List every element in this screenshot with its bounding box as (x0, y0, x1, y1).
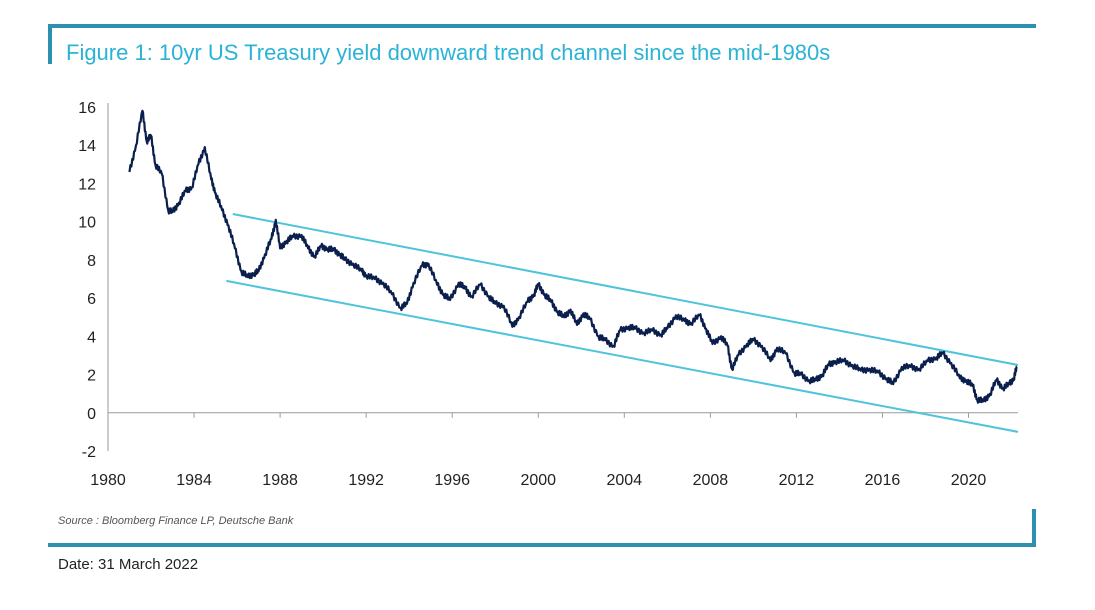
x-tick-label: 2004 (607, 472, 643, 489)
yield-series-line (128, 109, 1018, 404)
date-label: Date: 31 March 2022 (58, 556, 199, 573)
channel-upper-line (232, 213, 1019, 366)
y-tick-label: 12 (78, 176, 96, 193)
y-tick-label: 16 (78, 100, 96, 117)
frame-top-border (48, 24, 1036, 28)
x-tick-label: 1996 (434, 472, 470, 489)
source-note: Source : Bloomberg Finance LP, Deutsche … (58, 515, 294, 527)
frame-bottom-border (48, 543, 1036, 547)
channel-lower-line (226, 279, 1019, 433)
y-tick-label: 8 (87, 253, 96, 270)
x-tick-label: 2012 (779, 472, 815, 489)
y-tick-label: 6 (87, 291, 96, 308)
frame-left-border (48, 24, 52, 64)
x-tick-label: 2016 (865, 472, 901, 489)
y-tick-label: 14 (78, 138, 96, 155)
y-tick-label: 10 (78, 215, 96, 232)
chart-title: Figure 1: 10yr US Treasury yield downwar… (66, 40, 831, 65)
x-tick-label: 1984 (176, 472, 212, 489)
x-tick-label: 1980 (90, 472, 126, 489)
y-tick-label: 2 (87, 368, 96, 385)
y-tick-label: -2 (82, 444, 96, 461)
y-tick-label: 0 (87, 406, 96, 423)
x-tick-label: 2008 (693, 472, 729, 489)
x-tick-label: 2000 (520, 472, 556, 489)
y-tick-label: 4 (87, 329, 96, 346)
x-tick-label: 1992 (348, 472, 384, 489)
x-tick-label: 2020 (951, 472, 987, 489)
x-tick-label: 1988 (262, 472, 298, 489)
chart-area: 16 14 12 10 8 6 4 2 0 -2 1980 1984 1988 1992 1996 2000 2… (78, 100, 1019, 489)
frame-right-border (1032, 509, 1036, 547)
